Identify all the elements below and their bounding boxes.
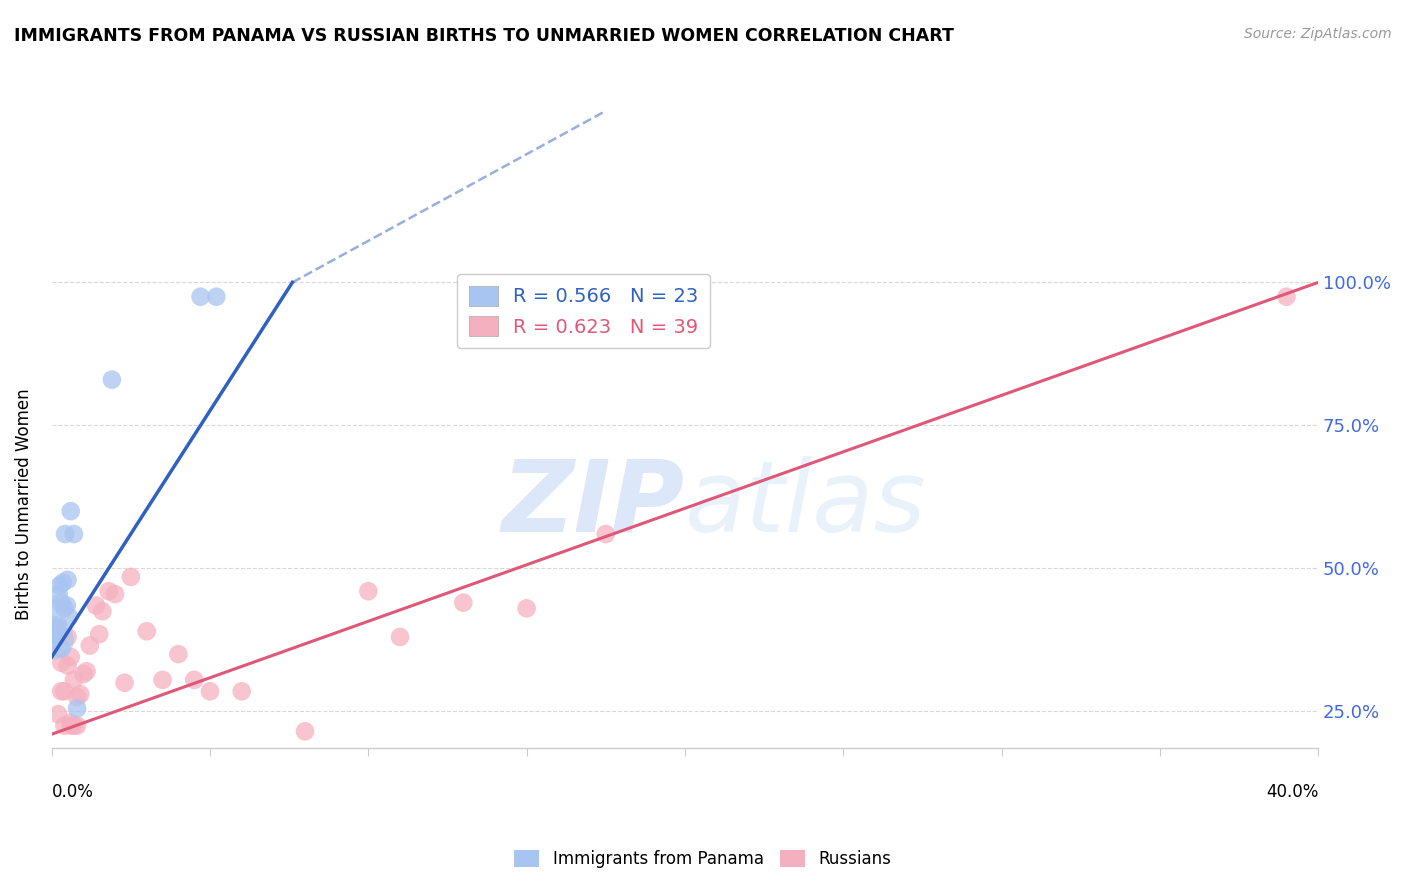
Point [101,373,124,387]
Point [51,596,73,610]
Point [44,621,66,635]
Point [56,599,79,613]
Point [104,587,127,601]
Point [231,684,253,698]
Point [44,632,66,647]
Point [388,630,411,644]
Point [46,707,69,722]
Point [44,632,66,647]
Point [59,504,82,518]
Legend: Immigrants from Panama, Russians: Immigrants from Panama, Russians [508,843,898,875]
Point [114,675,136,690]
Legend: R = 0.566   N = 23, R = 0.623   N = 39: R = 0.566 N = 23, R = 0.623 N = 39 [457,274,710,348]
Point [152,673,174,687]
Point [44,627,66,641]
Point [89,627,111,641]
Point [53,601,76,615]
Point [595,527,617,541]
Point [294,724,316,739]
Point [48,578,70,592]
Point [205,290,228,304]
Point [52,575,75,590]
Point [63,673,86,687]
Point [66,718,89,732]
Point [58,610,80,624]
Point [84,599,107,613]
Point [53,718,76,732]
Point [45,627,67,641]
Point [53,684,76,698]
Point [59,715,82,730]
Point [44,624,66,639]
Point [44,618,66,632]
Point [357,584,380,599]
Point [135,624,157,639]
Point [46,624,69,639]
Y-axis label: Births to Unmarried Women: Births to Unmarried Women [15,388,32,620]
Point [190,290,212,304]
Point [79,639,101,653]
Point [91,604,114,618]
Point [53,527,76,541]
Text: 40.0%: 40.0% [1265,782,1319,801]
Point [1275,290,1298,304]
Text: Source: ZipAtlas.com: Source: ZipAtlas.com [1244,27,1392,41]
Point [198,684,221,698]
Text: ZIP: ZIP [502,456,685,552]
Point [66,690,89,704]
Point [51,641,73,656]
Point [59,718,82,732]
Point [453,596,475,610]
Point [63,718,86,732]
Point [63,527,86,541]
Point [72,667,94,681]
Point [51,656,73,670]
Point [56,658,79,673]
Point [69,687,91,701]
Text: IMMIGRANTS FROM PANAMA VS RUSSIAN BIRTHS TO UNMARRIED WOMEN CORRELATION CHART: IMMIGRANTS FROM PANAMA VS RUSSIAN BIRTHS… [14,27,953,45]
Point [120,570,142,584]
Point [51,684,73,698]
Point [46,618,69,632]
Point [167,647,190,661]
Point [48,587,70,601]
Point [59,650,82,665]
Point [44,601,66,615]
Point [97,584,120,599]
Point [56,630,79,644]
Text: atlas: atlas [685,456,927,552]
Text: 0.0%: 0.0% [52,782,94,801]
Point [516,601,538,615]
Point [183,673,205,687]
Point [66,701,89,715]
Point [56,573,79,587]
Point [76,665,98,679]
